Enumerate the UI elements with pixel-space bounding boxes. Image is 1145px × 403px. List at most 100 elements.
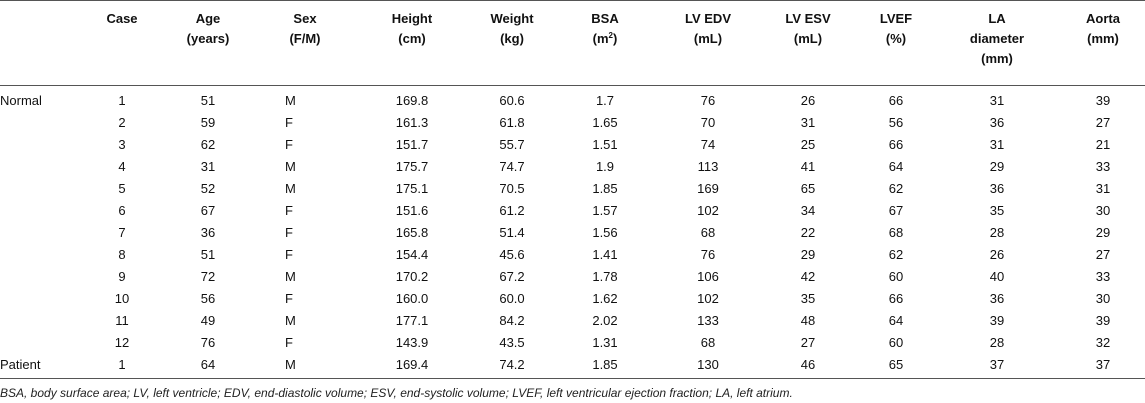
table-cell: 31	[800, 115, 816, 130]
table-cell: 62	[200, 137, 216, 152]
table-cell: 1.85	[592, 181, 618, 196]
table-cell: 9	[118, 269, 126, 284]
table-cell: 60	[888, 269, 904, 284]
column-header-line: Weight	[490, 11, 534, 26]
table-cell: 1.85	[592, 357, 618, 372]
table-cell: 30	[1095, 203, 1111, 218]
table-cell: 175.1	[395, 181, 429, 196]
column-header-unit: (mL)	[693, 31, 723, 46]
table-cell: 160.0	[395, 291, 429, 306]
column-header-line: (years)	[168, 29, 248, 49]
table-cell: 66	[888, 137, 904, 152]
table-cell: 5	[118, 181, 126, 196]
column-header-line: (%)	[861, 29, 931, 49]
table-cell: 22	[800, 225, 816, 240]
column-header-unit: (kg)	[500, 31, 524, 46]
table-footnote: BSA, body surface area; LV, left ventric…	[0, 386, 793, 400]
column-header: Height (cm)	[372, 9, 452, 49]
table-cell: 51	[200, 93, 216, 108]
column-header: Aorta (mm)	[1068, 9, 1138, 49]
table-cell: 37	[1095, 357, 1111, 372]
table-cell: 1	[118, 93, 126, 108]
table-cell: 1	[118, 357, 126, 372]
table-cell: 169	[697, 181, 719, 196]
table-cell: 76	[700, 93, 716, 108]
table-cell: F	[285, 335, 293, 350]
table-cell: 48	[800, 313, 816, 328]
column-header-line: (cm)	[372, 29, 452, 49]
table-cell: 43.5	[499, 335, 525, 350]
table-cell: 28	[989, 225, 1005, 240]
table-cell: 102	[697, 291, 719, 306]
table-header-rule	[0, 85, 1145, 86]
table-cell: 33	[1095, 159, 1111, 174]
table-cell: 72	[200, 269, 216, 284]
table-cell: 46	[800, 357, 816, 372]
table-cell: 39	[989, 313, 1005, 328]
column-header-line: BSA	[591, 11, 619, 26]
table-cell: 67.2	[499, 269, 525, 284]
table-cell: 10	[114, 291, 130, 306]
table-cell: M	[285, 93, 296, 108]
table-cell: M	[285, 269, 296, 284]
table-cell: 161.3	[395, 115, 429, 130]
table-cell: 51	[200, 247, 216, 262]
table-cell: M	[285, 159, 296, 174]
table-cell: 61.8	[499, 115, 525, 130]
table-cell: 143.9	[395, 335, 429, 350]
table-cell: 29	[800, 247, 816, 262]
table-cell: 49	[200, 313, 216, 328]
table-cell: 1.56	[592, 225, 618, 240]
table-cell: 31	[989, 93, 1005, 108]
table-cell: 28	[989, 335, 1005, 350]
column-header-line: (mm)	[981, 51, 1013, 66]
column-header-line: Aorta	[1086, 11, 1120, 26]
row-group-label: Patient	[0, 357, 41, 372]
table-cell: 1.41	[592, 247, 618, 262]
table-cell: 60.6	[499, 93, 525, 108]
table-cell: 1.9	[595, 159, 615, 174]
table-cell: 67	[200, 203, 216, 218]
table-cell: 26	[800, 93, 816, 108]
table-cell: 130	[697, 357, 719, 372]
table-cell: 55.7	[499, 137, 525, 152]
table-cell: F	[285, 291, 293, 306]
column-header-line: Height	[391, 11, 433, 26]
table-cell: 65	[800, 181, 816, 196]
table-cell: 74.2	[499, 357, 525, 372]
table-cell: 70.5	[499, 181, 525, 196]
table-cell: 68	[700, 225, 716, 240]
table-cell: 1.62	[592, 291, 618, 306]
table-cell: 61.2	[499, 203, 525, 218]
table-cell: 66	[888, 291, 904, 306]
column-header-line: Age	[195, 11, 221, 26]
table-cell: 74.7	[499, 159, 525, 174]
table-cell: 1.78	[592, 269, 618, 284]
table-cell: 39	[1095, 93, 1111, 108]
table-cell: 106	[697, 269, 719, 284]
table-cell: 64	[888, 313, 904, 328]
table-cell: 177.1	[395, 313, 429, 328]
column-header-unit-tail: )	[613, 31, 618, 46]
table-cell: 56	[888, 115, 904, 130]
table-cell: 29	[989, 159, 1005, 174]
table-cell: F	[285, 203, 293, 218]
table-cell: 154.4	[395, 247, 429, 262]
table-cell: 36	[200, 225, 216, 240]
table-cell: 51.4	[499, 225, 525, 240]
column-header-unit: (years)	[186, 31, 230, 46]
table-cell: 2.02	[592, 313, 618, 328]
column-header: LVEF (%)	[861, 9, 931, 49]
table-cell: 169.4	[395, 357, 429, 372]
table-cell: M	[285, 313, 296, 328]
table-cell: F	[285, 115, 293, 130]
table-cell: 37	[989, 357, 1005, 372]
table-cell: 27	[1095, 115, 1111, 130]
table-cell: 36	[989, 291, 1005, 306]
table-cell: 64	[200, 357, 216, 372]
table-cell: 62	[888, 247, 904, 262]
table-cell: 40	[989, 269, 1005, 284]
table-cell: 113	[697, 159, 719, 174]
column-header-line: Sex	[293, 11, 317, 26]
table-cell: 7	[118, 225, 126, 240]
